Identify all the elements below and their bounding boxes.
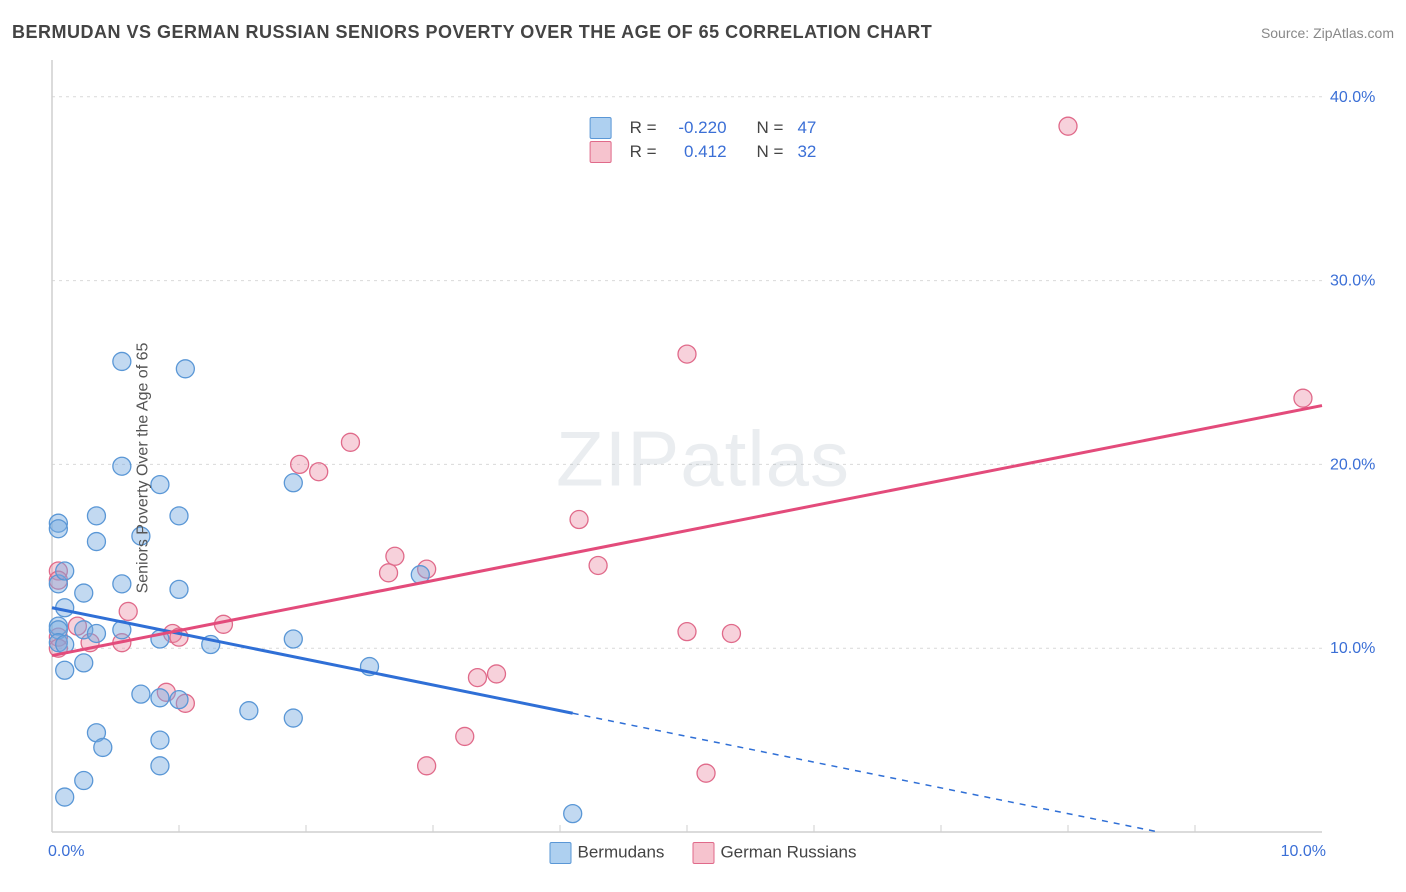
legend-item: Bermudans (550, 842, 665, 864)
correlation-legend: R =-0.220N =47R =0.412N =32 (582, 115, 825, 165)
svg-text:10.0%: 10.0% (1281, 843, 1326, 860)
chart-container: Seniors Poverty Over the Age of 65 10.0%… (12, 55, 1394, 880)
y-axis-label: Seniors Poverty Over the Age of 65 (134, 342, 152, 593)
source-attribution: Source: ZipAtlas.com (1261, 25, 1394, 41)
chart-title: BERMUDAN VS GERMAN RUSSIAN SENIORS POVER… (12, 22, 932, 43)
svg-text:20.0%: 20.0% (1330, 456, 1375, 473)
legend-item: German Russians (692, 842, 856, 864)
svg-text:10.0%: 10.0% (1330, 640, 1375, 657)
series-legend: Bermudans German Russians (550, 842, 857, 864)
svg-text:30.0%: 30.0% (1330, 273, 1375, 290)
scatter-chart: 10.0% 20.0% 30.0% 40.0% 0.0% 10.0% (12, 55, 1394, 880)
svg-text:40.0%: 40.0% (1330, 89, 1375, 106)
svg-text:0.0%: 0.0% (48, 843, 84, 860)
